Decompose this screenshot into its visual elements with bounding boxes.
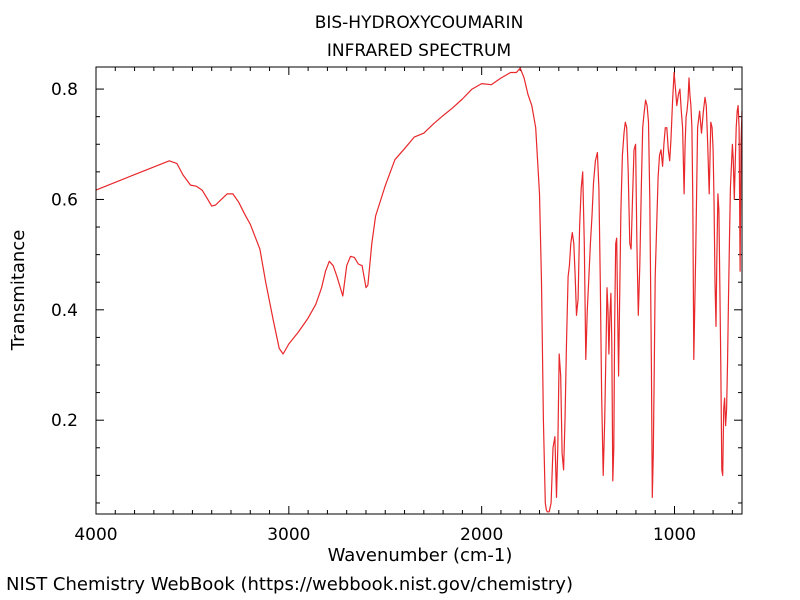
x-tick-label: 3000 xyxy=(267,525,310,545)
y-axis-label: Transmitance xyxy=(8,230,29,352)
source-attribution: NIST Chemistry WebBook (https://webbook.… xyxy=(6,574,573,595)
chart-title: BIS-HYDROXYCOUMARIN xyxy=(315,13,524,33)
chart-subtitle: INFRARED SPECTRUM xyxy=(327,41,511,61)
axis-ticks xyxy=(95,67,742,514)
x-tick-label: 4000 xyxy=(74,525,117,545)
spectrum-line xyxy=(95,67,743,513)
plot-frame xyxy=(95,66,743,515)
x-axis-label: Wavenumber (cm-1) xyxy=(328,545,513,566)
y-tick-label: 0.6 xyxy=(51,190,78,210)
y-tick-label: 0.4 xyxy=(51,301,78,321)
plot-area xyxy=(95,66,743,515)
x-tick-label: 1000 xyxy=(653,525,696,545)
y-tick-label: 0.2 xyxy=(51,411,78,431)
x-tick-label: 2000 xyxy=(460,525,503,545)
y-tick-label: 0.8 xyxy=(51,80,78,100)
tick-labels: 4000 3000 2000 1000 0.2 0.4 0.6 0.8 xyxy=(51,80,696,545)
